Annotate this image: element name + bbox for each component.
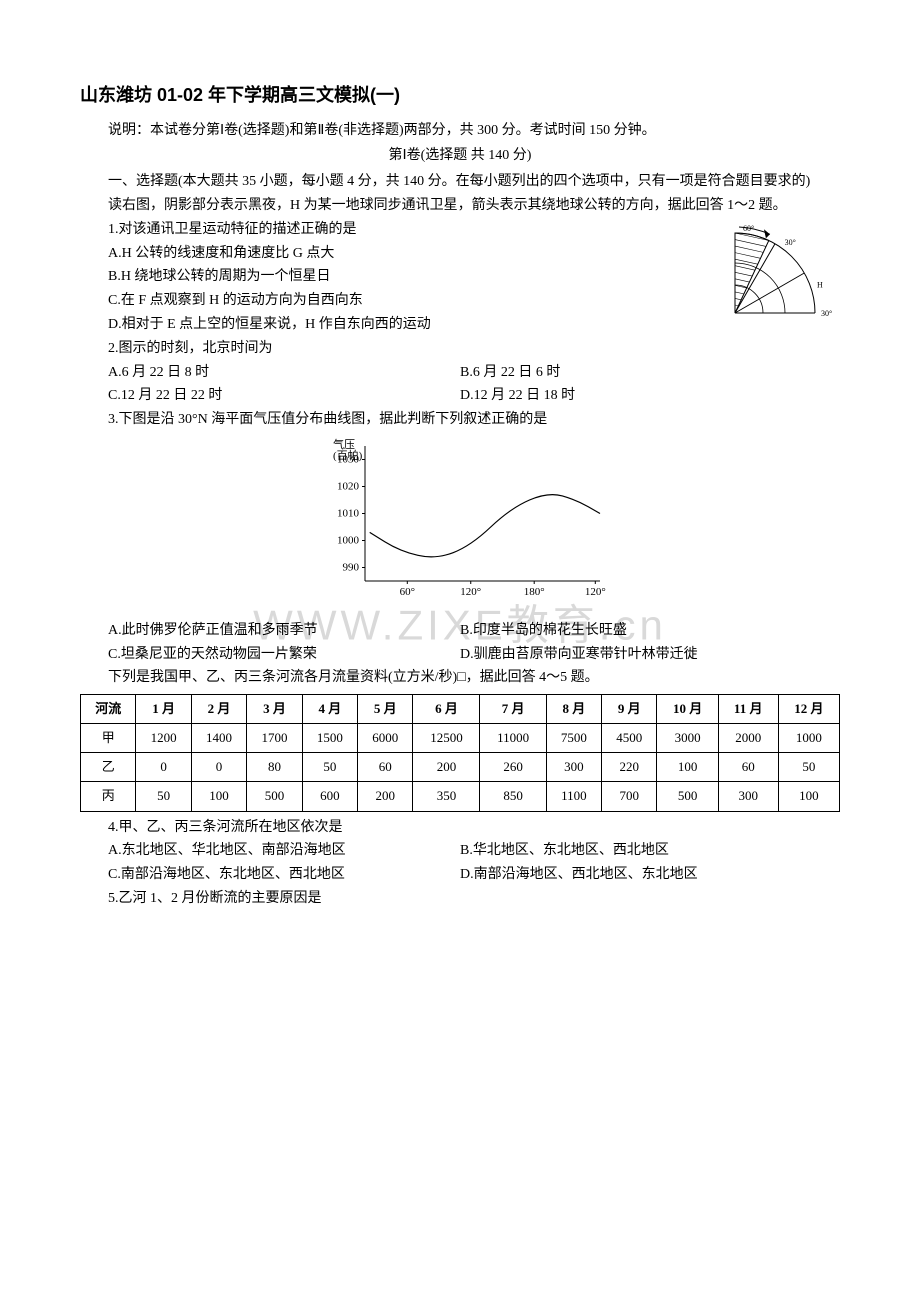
table-cell: 500 [247,782,302,811]
table-header-cell: 11 月 [718,695,778,724]
svg-text:气压: 气压 [333,437,355,451]
intro-text: 说明：本试卷分第Ⅰ卷(选择题)和第Ⅱ卷(非选择题)两部分，共 300 分。考试时… [80,119,840,143]
table-cell: 850 [480,782,546,811]
svg-text:30°: 30° [821,309,832,318]
table-cell: 100 [657,753,718,782]
section1-header: 一、选择题(本大题共 35 小题，每小题 4 分，共 140 分。在每小题列出的… [80,170,840,194]
table-header-cell: 1 月 [136,695,191,724]
table-cell: 600 [302,782,357,811]
q2-opt-d: D.12 月 22 日 18 时 [460,384,840,408]
table-header-cell: 6 月 [413,695,480,724]
table-header-cell: 5 月 [358,695,413,724]
table-header-cell: 2 月 [191,695,246,724]
stem-4-5: 下列是我国甲、乙、丙三条河流各月流量资料(立方米/秒)□，据此回答 4～5 题。 [80,666,840,690]
q3-stem: 3.下图是沿 30°N 海平面气压值分布曲线图，据此判断下列叙述正确的是 [80,408,840,432]
svg-text:1010: 1010 [337,507,360,519]
table-cell: 0 [191,753,246,782]
table-cell: 700 [602,782,657,811]
table-header-cell: 10 月 [657,695,718,724]
table-cell: 1200 [136,724,191,753]
q3-opt-a: A.此时佛罗伦萨正值温和多雨季节 [80,619,460,643]
q4-opt-a: A.东北地区、华北地区、南部沿海地区 [80,839,460,863]
q2-opt-b: B.6 月 22 日 6 时 [460,361,840,385]
table-cell: 80 [247,753,302,782]
table-header-cell: 8 月 [546,695,601,724]
svg-text:180°: 180° [524,586,545,598]
q3-opt-d: D.驯鹿由苔原带向亚寒带针叶林带迁徙 [460,643,840,667]
table-cell: 4500 [602,724,657,753]
table-cell: 200 [358,782,413,811]
table-cell: 100 [778,782,839,811]
svg-text:1020: 1020 [337,480,360,492]
table-cell: 11000 [480,724,546,753]
table-cell: 0 [136,753,191,782]
doc-title: 山东潍坊 01-02 年下学期高三文模拟(一) [80,80,840,111]
svg-text:1030: 1030 [337,453,360,465]
q4-stem: 4.甲、乙、丙三条河流所在地区依次是 [80,816,840,840]
table-cell: 50 [302,753,357,782]
q1-opt-b: B.H 绕地球公转的周期为一个恒星日 [80,265,710,289]
q3-opt-c: C.坦桑尼亚的天然动物园一片繁荣 [80,643,460,667]
svg-text:120°: 120° [460,586,481,598]
table-cell: 100 [191,782,246,811]
table-header-cell: 3 月 [247,695,302,724]
river-table: 河流1 月2 月3 月4 月5 月6 月7 月8 月9 月10 月11 月12 … [80,694,840,811]
svg-text:120°: 120° [585,586,606,598]
table-header-cell: 9 月 [602,695,657,724]
table-cell: 260 [480,753,546,782]
table-cell: 500 [657,782,718,811]
table-cell: 1000 [778,724,839,753]
q1-opt-a: A.H 公转的线速度和角速度比 G 点大 [80,242,710,266]
part1-header: 第Ⅰ卷(选择题 共 140 分) [80,144,840,168]
q1-opt-d: D.相对于 E 点上空的恒星来说，H 作自东向西的运动 [80,313,710,337]
svg-text:1000: 1000 [337,534,360,546]
table-header-cell: 河流 [81,695,136,724]
q5-stem: 5.乙河 1、2 月份断流的主要原因是 [80,887,840,911]
table-cell: 300 [546,753,601,782]
svg-text:60°: 60° [400,586,415,598]
table-header-cell: 7 月 [480,695,546,724]
table-cell: 12500 [413,724,480,753]
table-cell: 50 [778,753,839,782]
svg-text:30°: 30° [785,238,796,247]
table-cell: 350 [413,782,480,811]
svg-text:990: 990 [343,561,360,573]
pressure-chart: 气压(百帕)990100010101020103060°120°180°120° [80,436,840,615]
stem-1-2: 读右图，阴影部分表示黑夜，H 为某一地球同步通讯卫星，箭头表示其绕地球公转的方向… [80,194,840,218]
globe-figure: 60° 30° H 30° [720,218,840,337]
table-cell: 1100 [546,782,601,811]
table-cell: 7500 [546,724,601,753]
q2-stem: 2.图示的时刻，北京时间为 [80,337,710,361]
table-cell: 60 [358,753,413,782]
svg-text:60°: 60° [743,224,754,233]
table-cell: 50 [136,782,191,811]
table-cell: 丙 [81,782,136,811]
q2-opt-a: A.6 月 22 日 8 时 [80,361,460,385]
q2-opt-c: C.12 月 22 日 22 时 [80,384,460,408]
table-cell: 220 [602,753,657,782]
table-cell: 3000 [657,724,718,753]
table-header-cell: 4 月 [302,695,357,724]
table-cell: 300 [718,782,778,811]
table-cell: 甲 [81,724,136,753]
table-cell: 乙 [81,753,136,782]
table-row: 甲120014001700150060001250011000750045003… [81,724,840,753]
table-cell: 6000 [358,724,413,753]
q3-opt-b: B.印度半岛的棉花生长旺盛 [460,619,840,643]
table-cell: 1500 [302,724,357,753]
q4-opt-d: D.南部沿海地区、西北地区、东北地区 [460,863,840,887]
table-cell: 200 [413,753,480,782]
table-row: 乙008050602002603002201006050 [81,753,840,782]
table-cell: 1400 [191,724,246,753]
q1-opt-c: C.在 F 点观察到 H 的运动方向为自西向东 [80,289,710,313]
table-header-cell: 12 月 [778,695,839,724]
q4-opt-c: C.南部沿海地区、东北地区、西北地区 [80,863,460,887]
table-cell: 60 [718,753,778,782]
q4-opt-b: B.华北地区、东北地区、西北地区 [460,839,840,863]
q1-stem: 1.对该通讯卫星运动特征的描述正确的是 [80,218,710,242]
table-row: 丙501005006002003508501100700500300100 [81,782,840,811]
svg-text:H: H [817,280,823,289]
table-cell: 2000 [718,724,778,753]
table-cell: 1700 [247,724,302,753]
